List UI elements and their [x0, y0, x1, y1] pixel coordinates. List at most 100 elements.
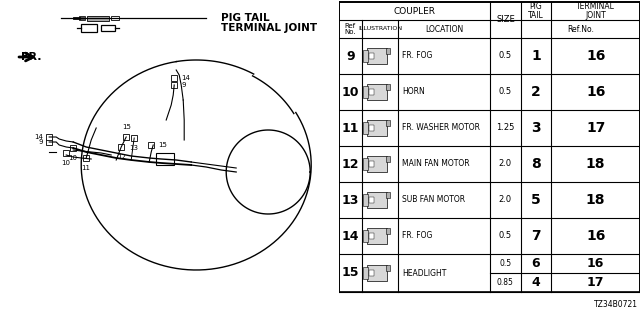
Bar: [363, 158, 367, 170]
Text: 0.5: 0.5: [499, 52, 512, 60]
Text: 3: 3: [531, 121, 541, 135]
Text: 14: 14: [35, 134, 44, 140]
Bar: [363, 194, 367, 206]
Bar: [363, 122, 367, 134]
Bar: [367, 48, 387, 64]
Text: 15: 15: [122, 124, 131, 130]
Bar: [46, 139, 52, 145]
Bar: [172, 82, 177, 88]
Text: MAIN FAN MOTOR: MAIN FAN MOTOR: [403, 159, 470, 169]
Text: 7: 7: [531, 229, 541, 243]
Bar: [148, 142, 154, 148]
Bar: [131, 135, 137, 141]
Text: 0.5: 0.5: [499, 231, 512, 241]
Bar: [369, 125, 374, 131]
Text: 6: 6: [532, 257, 540, 270]
Bar: [369, 161, 374, 167]
Text: 11: 11: [82, 165, 91, 171]
Bar: [385, 48, 390, 54]
Text: 4: 4: [532, 276, 540, 289]
Text: 15: 15: [158, 142, 167, 148]
Text: SUB FAN MOTOR: SUB FAN MOTOR: [403, 196, 465, 204]
Text: 16: 16: [586, 85, 605, 99]
Bar: [46, 134, 52, 140]
Bar: [367, 156, 387, 172]
Bar: [363, 86, 367, 98]
Text: 10: 10: [61, 160, 70, 166]
Text: SIZE: SIZE: [496, 15, 515, 25]
Bar: [172, 75, 177, 81]
Text: 16: 16: [586, 49, 605, 63]
Text: ILLUSTRATION: ILLUSTRATION: [358, 27, 402, 31]
Text: 9: 9: [346, 50, 355, 62]
Text: 18: 18: [586, 193, 605, 207]
Bar: [385, 228, 390, 234]
Text: HEADLIGHT: HEADLIGHT: [403, 268, 447, 277]
Text: 2.0: 2.0: [499, 159, 512, 169]
Text: PIG TAIL: PIG TAIL: [221, 13, 270, 23]
Bar: [118, 144, 124, 150]
Text: 5: 5: [531, 193, 541, 207]
Bar: [369, 53, 374, 59]
Bar: [363, 267, 367, 279]
Text: Ref.No.: Ref.No.: [567, 25, 594, 34]
Bar: [369, 233, 374, 239]
Bar: [367, 120, 387, 136]
Text: 10: 10: [68, 155, 77, 161]
Text: 2: 2: [531, 85, 541, 99]
Text: 0.5: 0.5: [499, 259, 511, 268]
Text: 12: 12: [116, 154, 125, 160]
Bar: [385, 265, 390, 271]
Text: 13: 13: [130, 145, 139, 151]
Bar: [385, 120, 390, 126]
Bar: [83, 155, 89, 161]
Bar: [111, 16, 119, 20]
Text: Ref
No.: Ref No.: [344, 23, 356, 35]
Text: 14: 14: [181, 75, 190, 81]
Text: FR. WASHER MOTOR: FR. WASHER MOTOR: [403, 124, 481, 132]
Text: COUPLER: COUPLER: [394, 6, 436, 15]
Text: 1: 1: [531, 49, 541, 63]
Text: 9: 9: [181, 82, 186, 88]
Text: 2.0: 2.0: [499, 196, 512, 204]
Bar: [369, 89, 374, 95]
Bar: [156, 153, 174, 165]
Text: TERMINAL JOINT: TERMINAL JOINT: [221, 23, 317, 33]
Text: 13: 13: [342, 194, 359, 206]
Text: FR. FOG: FR. FOG: [403, 231, 433, 241]
Text: TERMINAL
JOINT: TERMINAL JOINT: [576, 2, 615, 20]
Bar: [63, 150, 69, 156]
Bar: [367, 228, 387, 244]
Text: 8: 8: [531, 157, 541, 171]
Text: FR.: FR.: [21, 52, 42, 62]
Text: 1.25: 1.25: [496, 124, 515, 132]
Bar: [369, 270, 374, 276]
Bar: [385, 156, 390, 162]
Text: HORN: HORN: [403, 87, 425, 97]
Bar: [363, 50, 367, 62]
Text: 0.5: 0.5: [499, 87, 512, 97]
Text: PIG
TAIL: PIG TAIL: [528, 2, 544, 20]
Text: FR. FOG: FR. FOG: [403, 52, 433, 60]
Bar: [367, 265, 387, 281]
Bar: [363, 230, 367, 242]
Text: LOCATION: LOCATION: [425, 25, 463, 34]
Text: 10: 10: [342, 85, 359, 99]
Bar: [101, 25, 115, 31]
Bar: [367, 192, 387, 208]
Bar: [124, 134, 129, 140]
Bar: [367, 84, 387, 100]
Bar: [87, 15, 109, 20]
Bar: [70, 145, 76, 151]
Text: 14: 14: [342, 229, 359, 243]
Text: 11: 11: [342, 122, 359, 134]
Text: 17: 17: [587, 276, 604, 289]
Text: 16: 16: [586, 229, 605, 243]
Text: 9: 9: [38, 139, 44, 145]
Bar: [369, 197, 374, 203]
Bar: [385, 192, 390, 198]
Bar: [81, 24, 97, 32]
Text: 17: 17: [586, 121, 605, 135]
Bar: [385, 84, 390, 90]
Bar: [79, 16, 85, 20]
